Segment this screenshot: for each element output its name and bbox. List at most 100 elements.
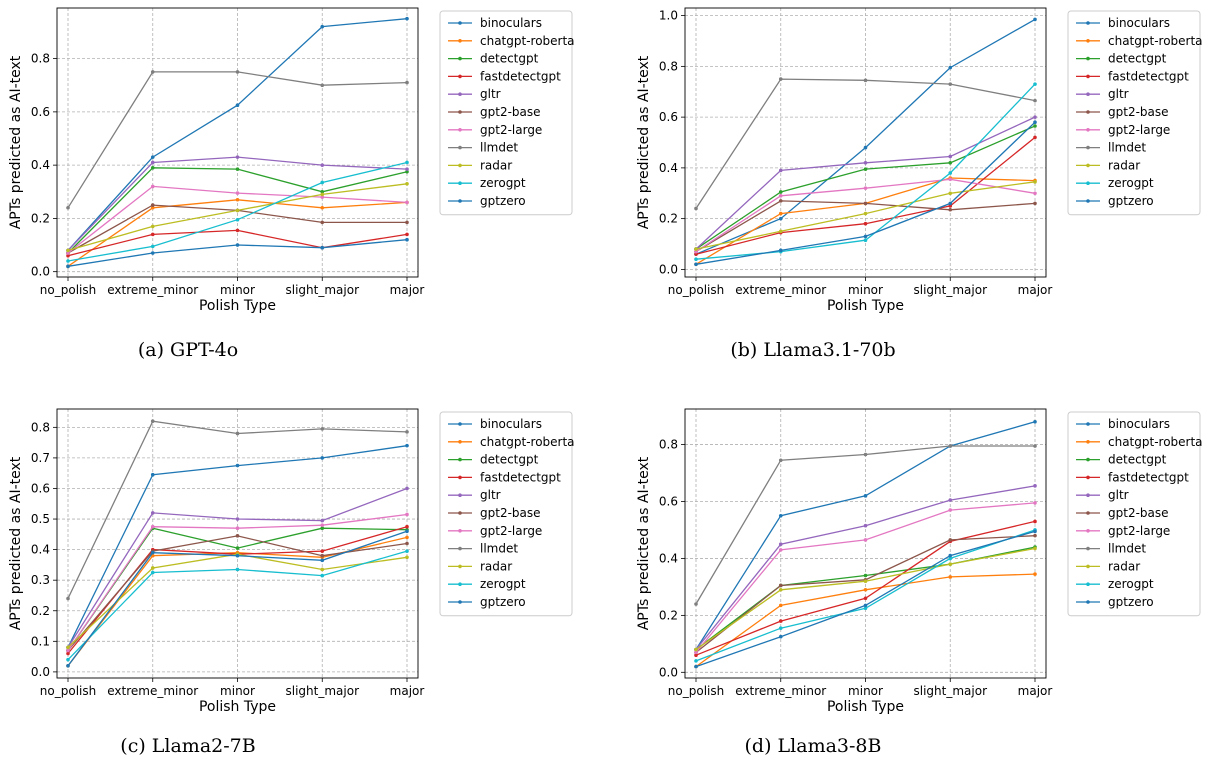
x-tick-label: no_polish: [40, 684, 96, 698]
data-point-zerogpt: [405, 160, 409, 165]
data-point-gpt2-large: [66, 251, 70, 255]
data-point-zerogpt: [66, 657, 70, 662]
x-tick-label: minor: [220, 684, 255, 698]
legend-label-gltr: gltr: [1108, 488, 1129, 502]
data-point-gltr: [1033, 115, 1037, 119]
data-point-gptzero: [66, 264, 70, 269]
data-point-gltr: [320, 518, 325, 523]
data-point-binoculars: [405, 443, 409, 448]
data-point-fastdetectgpt: [778, 619, 783, 623]
y-tick-label: 0.1: [31, 634, 50, 648]
panel-caption: (a) GPT-4o: [138, 339, 238, 361]
legend-label-gpt2-base: gpt2-base: [1108, 105, 1169, 119]
data-point-radar: [694, 247, 698, 251]
plot-frame: [684, 408, 1047, 679]
x-tick-label: extreme_minor: [107, 283, 198, 297]
data-point-binoculars: [235, 463, 240, 468]
y-axis-label: APTs predicted as AI-text: [636, 456, 652, 630]
plot-frame: [56, 408, 419, 679]
x-tick-label: slight_major: [914, 283, 988, 297]
data-point-gpt2-large: [778, 548, 783, 552]
data-point-detectgpt: [863, 167, 868, 171]
data-point-gpt2-base: [235, 534, 240, 538]
data-point-binoculars: [150, 472, 155, 477]
data-point-binoculars: [863, 145, 868, 150]
y-tick-label: 0.6: [31, 105, 50, 119]
data-point-llmdet: [150, 419, 155, 424]
data-point-gltr: [1033, 484, 1037, 488]
data-point-zerogpt: [694, 257, 698, 262]
data-point-binoculars: [948, 65, 953, 70]
data-point-gltr: [863, 523, 868, 528]
legend-label-gptzero: gptzero: [480, 595, 526, 609]
data-point-gpt2-large: [863, 186, 868, 190]
data-point-gpt2-base: [405, 220, 409, 225]
data-point-gptzero: [694, 664, 698, 669]
data-point-detectgpt: [1033, 124, 1037, 128]
data-point-llmdet: [1033, 444, 1037, 448]
legend-marker-gltr: [458, 92, 462, 96]
chart-panel-2: no_polish extreme_minor minor slight_major m…: [636, 7, 1203, 361]
x-axis-label: Polish Type: [199, 298, 276, 314]
y-tick-label: 0.0: [31, 665, 50, 679]
data-point-gltr: [405, 167, 409, 171]
y-axis-label: APTs predicted as AI-text: [8, 55, 24, 229]
data-point-gpt2-large: [405, 512, 409, 517]
legend-marker-fastdetectgpt: [1086, 475, 1090, 480]
data-point-zerogpt: [320, 573, 325, 578]
x-tick-label: slight_major: [914, 684, 988, 698]
legend-marker-llmdet: [1086, 546, 1090, 551]
data-point-llmdet: [694, 602, 698, 606]
legend-marker-zerogpt: [458, 181, 462, 185]
data-point-binoculars: [1033, 420, 1037, 424]
legend-marker-gltr: [1086, 92, 1090, 96]
legend-label-gltr: gltr: [1108, 87, 1129, 101]
data-point-gptzero: [66, 663, 70, 668]
data-point-llmdet: [405, 80, 409, 85]
data-point-fastdetectgpt: [405, 232, 409, 237]
chart-panel-4: no_polish extreme_minor minor slight_major m…: [636, 408, 1203, 757]
data-point-chatgpt-roberta: [1033, 572, 1037, 576]
data-point-binoculars: [778, 216, 783, 221]
x-tick-label: major: [1018, 684, 1053, 698]
y-tick-label: 0.6: [659, 495, 678, 509]
data-point-gpt2-large: [150, 184, 155, 189]
data-point-detectgpt: [863, 573, 868, 578]
x-tick-label: major: [1018, 283, 1053, 297]
data-point-gpt2-large: [1033, 501, 1037, 505]
data-point-detectgpt: [948, 161, 953, 165]
x-tick-label: no_polish: [40, 283, 96, 297]
y-tick-label: 1.0: [659, 9, 678, 23]
data-point-chatgpt-roberta: [863, 587, 868, 592]
data-point-gltr: [320, 163, 325, 167]
data-point-zerogpt: [863, 238, 868, 243]
x-tick-label: extreme_minor: [735, 684, 826, 698]
panel-caption: (b) Llama3.1-70b: [730, 339, 895, 361]
legend-marker-gptzero: [458, 199, 462, 203]
legend-marker-chatgpt-roberta: [458, 440, 462, 444]
data-point-chatgpt-roberta: [778, 603, 783, 608]
data-point-gpt2-base: [778, 583, 783, 588]
legend-label-chatgpt-roberta: chatgpt-roberta: [480, 435, 575, 449]
data-point-llmdet: [863, 78, 868, 83]
data-point-gpt2-base: [948, 207, 953, 212]
legend-marker-chatgpt-roberta: [458, 39, 462, 43]
data-point-gptzero: [948, 553, 953, 558]
legend-marker-gpt2-base: [1086, 511, 1090, 515]
y-tick-label: 0.0: [659, 262, 678, 276]
data-point-fastdetectgpt: [948, 204, 953, 208]
data-point-radar: [778, 587, 783, 592]
legend-marker-fastdetectgpt: [458, 475, 462, 480]
legend-marker-fastdetectgpt: [458, 74, 462, 79]
data-point-llmdet: [66, 596, 70, 601]
y-tick-label: 0.0: [659, 665, 678, 679]
y-tick-label: 0.0: [31, 265, 50, 279]
legend-marker-gltr: [1086, 493, 1090, 498]
data-point-gptzero: [235, 553, 240, 558]
legend-marker-radar: [1086, 163, 1090, 168]
data-point-zerogpt: [948, 556, 953, 561]
data-point-gptzero: [150, 251, 155, 255]
data-point-zerogpt: [948, 171, 953, 175]
data-point-gltr: [778, 542, 783, 547]
